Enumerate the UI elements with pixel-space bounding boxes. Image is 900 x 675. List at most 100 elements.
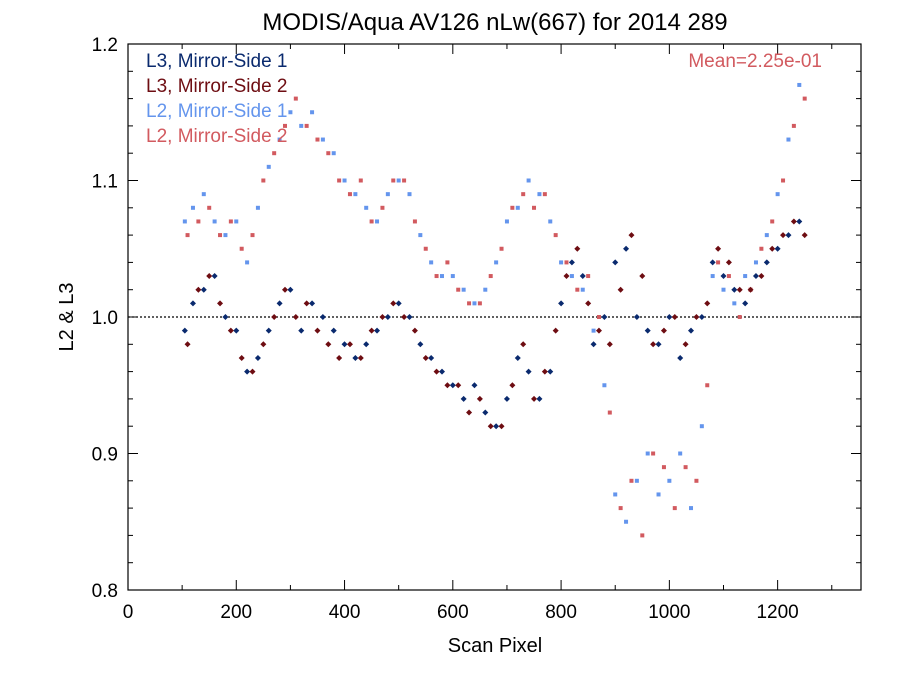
data-point: [293, 96, 298, 101]
data-point: [439, 274, 444, 279]
y-tick-label: 0.8: [92, 581, 118, 602]
data-point: [341, 341, 348, 348]
data-point: [747, 286, 754, 293]
data-point: [190, 205, 195, 210]
data-point: [396, 178, 401, 183]
mean-annotation: Mean=2.25e-01: [688, 51, 822, 72]
data-point: [791, 123, 796, 128]
data-point: [661, 465, 666, 470]
data-point: [786, 137, 791, 142]
data-point: [438, 368, 445, 375]
data-point: [742, 300, 749, 307]
data-point: [596, 315, 601, 319]
data-point: [655, 341, 662, 348]
data-point: [369, 219, 374, 224]
data-point: [634, 478, 639, 483]
data-point: [537, 192, 542, 197]
data-point: [790, 218, 797, 225]
y-axis-label: L2 & L3: [56, 283, 78, 352]
data-point: [401, 314, 408, 320]
data-point: [536, 395, 543, 402]
data-point: [358, 178, 363, 183]
data-point: [375, 219, 380, 224]
legend-entry: L3, Mirror-Side 1: [146, 51, 288, 72]
data-point: [185, 233, 190, 238]
data-point: [488, 274, 493, 279]
data-point: [336, 354, 343, 361]
data-point: [384, 314, 391, 320]
data-point: [650, 341, 657, 348]
data-point: [218, 233, 223, 238]
data-point: [374, 327, 381, 334]
data-point: [705, 383, 710, 388]
data-point: [391, 178, 396, 183]
data-point: [579, 273, 586, 280]
data-point: [460, 395, 467, 402]
data-point: [725, 259, 732, 266]
data-point: [553, 233, 558, 238]
data-point: [709, 259, 716, 266]
legend-entry: L3, Mirror-Side 2: [146, 76, 288, 97]
data-point: [483, 287, 488, 292]
data-point: [271, 314, 278, 320]
data-point: [337, 178, 342, 183]
data-point: [785, 232, 792, 239]
data-point: [595, 327, 602, 334]
data-point: [542, 192, 547, 197]
data-point: [466, 409, 473, 416]
x-tick-label: 800: [545, 602, 577, 623]
data-point: [449, 382, 456, 389]
data-point: [265, 327, 272, 334]
data-point: [406, 314, 413, 320]
data-point: [586, 274, 591, 279]
data-point: [423, 246, 428, 251]
data-points: [181, 82, 808, 538]
data-point: [407, 192, 412, 197]
data-point: [716, 260, 721, 265]
data-point: [222, 314, 229, 320]
data-point: [353, 192, 358, 197]
data-point: [682, 341, 689, 348]
data-point: [736, 286, 743, 293]
data-point: [667, 478, 672, 483]
data-point: [288, 110, 293, 115]
data-point: [342, 178, 347, 183]
x-tick-label: 1200: [756, 602, 798, 623]
data-point: [227, 327, 234, 334]
data-point: [699, 424, 704, 429]
data-point: [482, 409, 489, 416]
data-point: [737, 315, 742, 319]
data-point: [590, 341, 597, 348]
data-point: [450, 274, 455, 279]
data-point: [563, 273, 570, 280]
data-point: [211, 273, 218, 280]
data-point: [775, 192, 780, 197]
data-point: [617, 286, 624, 293]
data-point: [797, 82, 802, 87]
data-point: [379, 314, 386, 320]
data-point: [693, 314, 700, 320]
data-point: [364, 205, 369, 210]
data-point: [368, 327, 375, 334]
data-point: [298, 327, 305, 334]
data-point: [309, 300, 316, 307]
data-point: [612, 259, 619, 266]
data-point: [752, 273, 759, 280]
legend-entry: L2, Mirror-Side 2: [146, 126, 288, 147]
data-point: [239, 246, 244, 251]
data-point: [272, 151, 277, 156]
data-point: [228, 219, 233, 224]
data-point: [249, 368, 256, 375]
data-point: [547, 368, 554, 375]
data-point: [331, 151, 336, 156]
data-point: [704, 300, 711, 307]
data-point: [514, 354, 521, 361]
data-point: [602, 383, 607, 388]
data-point: [526, 178, 531, 183]
data-point: [764, 233, 769, 238]
data-point: [212, 219, 217, 224]
data-point: [417, 341, 424, 348]
data-point: [347, 192, 352, 197]
data-point: [195, 286, 202, 293]
data-point: [732, 301, 737, 306]
